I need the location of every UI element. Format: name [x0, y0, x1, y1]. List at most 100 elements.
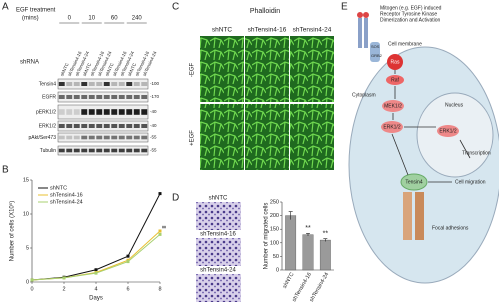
band — [96, 95, 103, 99]
cytoplasm-label: Cytoplasm — [352, 92, 376, 98]
nucleus-label: Nucleus — [445, 102, 464, 108]
annotation: ** — [162, 227, 166, 233]
band — [133, 135, 140, 140]
timepoint: 240 — [132, 16, 143, 22]
row-label: EGFR — [42, 94, 56, 100]
band — [66, 124, 73, 128]
band — [111, 135, 118, 140]
raf-shape — [386, 75, 404, 85]
panel-letter: A — [2, 2, 9, 13]
sos-label: SOS — [371, 44, 380, 49]
band — [81, 109, 88, 115]
ras-shape — [387, 54, 403, 70]
row-label: Tubulin — [40, 148, 56, 154]
micrograph — [245, 36, 289, 102]
point — [94, 268, 98, 272]
band — [73, 135, 80, 140]
band — [126, 135, 133, 140]
y-tick-label: 0 — [26, 279, 29, 285]
band — [103, 148, 110, 153]
band — [73, 124, 80, 128]
y-tick-label: 5 — [26, 245, 29, 251]
band — [141, 109, 148, 115]
mek-label: MEK1/2 — [384, 103, 402, 109]
band — [103, 124, 110, 128]
band — [103, 135, 110, 140]
band — [66, 82, 73, 86]
mitogen-text: Mitogen (e.g. EGF) induced — [380, 5, 442, 11]
band — [103, 109, 110, 115]
band — [66, 135, 73, 140]
band — [126, 82, 133, 86]
band — [111, 109, 118, 115]
panel-letter: D — [172, 193, 179, 204]
band — [88, 135, 95, 140]
phalloidin-title: Phalloidin — [250, 8, 280, 15]
band — [133, 124, 140, 128]
y-tick-label: 0 — [276, 267, 279, 273]
band — [73, 82, 80, 86]
point — [158, 192, 162, 196]
x-tick-label: 8 — [158, 286, 161, 292]
lane-label: shNTC — [104, 61, 115, 76]
timepoint: 10 — [88, 16, 95, 22]
ras-label: Ras — [391, 59, 400, 65]
band — [58, 109, 65, 115]
mitogen-text: Receptor Tyrosine Kinase — [380, 11, 437, 17]
migration-label: Cell migration — [455, 179, 486, 185]
panel-letter: E — [341, 2, 348, 13]
band — [141, 82, 148, 86]
band — [141, 135, 148, 140]
column-label: shTensin4-16 — [248, 27, 287, 34]
point — [126, 260, 130, 264]
micrograph — [290, 104, 334, 170]
column-label: shNTC — [212, 27, 233, 34]
receptor — [358, 18, 362, 48]
band — [58, 148, 65, 153]
band — [141, 148, 148, 153]
legend-label: shTensin4-24 — [50, 199, 83, 205]
series-line — [31, 193, 161, 281]
y-tick-label: 150 — [270, 227, 279, 233]
band — [81, 95, 88, 99]
point — [30, 278, 34, 282]
size-marker: -40 — [150, 109, 157, 114]
blot-strip — [57, 78, 149, 90]
blot-strip — [57, 91, 149, 103]
micrograph — [196, 202, 241, 230]
row-label: ERK1/2 — [39, 123, 56, 129]
band — [58, 135, 65, 140]
blot-treatment: EGF treatment — [16, 8, 56, 14]
band — [118, 124, 125, 128]
band — [126, 148, 133, 153]
band — [81, 148, 88, 153]
blot-shrna: shRNA — [20, 60, 39, 66]
band — [111, 148, 118, 153]
size-marker: -100 — [150, 81, 160, 86]
row-label: pAkt/Ser473 — [28, 135, 56, 141]
band — [141, 95, 148, 99]
raf-label: Raf — [391, 77, 399, 83]
blot-strip — [57, 120, 149, 132]
band — [73, 95, 80, 99]
mitogen-text: Dimerization and Activation — [380, 17, 441, 23]
arrow — [391, 70, 471, 183]
point — [94, 271, 98, 275]
ligand — [357, 12, 363, 18]
band — [66, 109, 73, 115]
x-axis-label: Days — [89, 296, 103, 302]
x-tick-label: 2 — [62, 286, 65, 292]
lane-label: shNTC — [82, 61, 93, 76]
y-axis-label: Number of cells (X10⁵) — [9, 201, 16, 262]
y-tick-label: 15 — [23, 177, 29, 183]
band — [103, 82, 110, 86]
micrograph — [290, 36, 334, 102]
band — [126, 95, 133, 99]
band — [103, 95, 110, 99]
lane-label: shNTC — [127, 61, 138, 76]
band — [88, 109, 95, 115]
band — [96, 135, 103, 140]
band — [66, 95, 73, 99]
band — [96, 124, 103, 128]
